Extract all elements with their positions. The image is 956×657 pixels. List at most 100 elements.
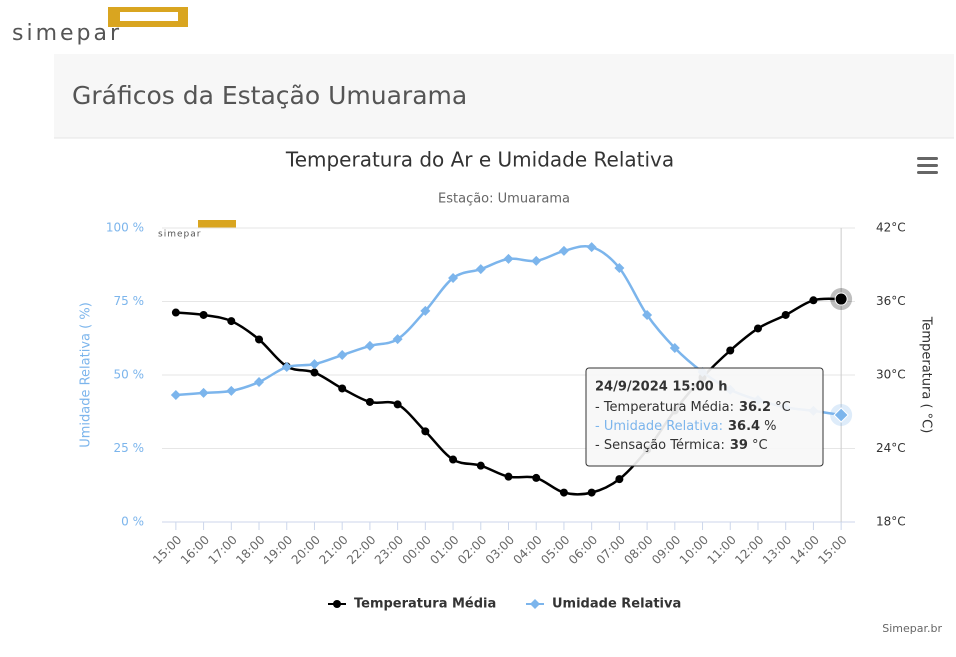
- tooltip: 24/9/2024 15:00 h - Temperatura Média: 36.…: [585, 367, 824, 467]
- page-header: Gráficos da Estação Umuarama: [72, 81, 467, 110]
- point: [254, 377, 265, 388]
- point: [393, 400, 402, 409]
- x-tick-label: 17:00: [206, 533, 240, 567]
- x-tick-label: 13:00: [760, 533, 794, 567]
- menu-icon[interactable]: [917, 157, 938, 174]
- point: [586, 242, 597, 253]
- y-axis-title: Umidade Relativa ( %): [79, 302, 94, 448]
- x-tick-label: 01:00: [427, 533, 461, 567]
- point: [781, 310, 790, 319]
- watermark-mark: [198, 220, 236, 228]
- x-tick-label: 20:00: [289, 533, 323, 567]
- point: [449, 455, 458, 464]
- y2-tick-label: 36°C: [876, 294, 906, 308]
- point: [504, 472, 513, 481]
- legend-label: Umidade Relativa: [552, 597, 681, 612]
- header-bar: [54, 54, 954, 138]
- tooltip-row: - Sensação Térmica: 39 °C: [595, 438, 768, 453]
- point: [475, 264, 486, 275]
- point: [809, 296, 818, 305]
- tooltip-unit: °C: [752, 438, 768, 453]
- point: [227, 317, 236, 326]
- tooltip-unit: °C: [775, 400, 791, 415]
- x-tick-label: 10:00: [677, 533, 711, 567]
- point: [337, 350, 348, 361]
- tooltip-title: 24/9/2024 15:00 h: [595, 380, 728, 395]
- y2-tick-label: 18°C: [876, 515, 906, 529]
- tooltip-box: [585, 367, 824, 467]
- tooltip-row: - Umidade Relativa: 36.4%: [595, 419, 776, 434]
- point: [199, 310, 208, 319]
- point: [226, 385, 237, 396]
- point: [559, 488, 568, 497]
- point: [448, 272, 459, 283]
- y-tick-label: 50 %: [114, 368, 145, 382]
- tooltip-label: - Umidade Relativa:: [595, 419, 723, 434]
- tooltip-row: - Temperatura Média: 36.2 °C: [595, 400, 791, 415]
- tooltip-label: - Temperatura Média:: [595, 400, 734, 415]
- logo-mark-inner: [120, 12, 178, 21]
- y2-tick-label: 24°C: [876, 441, 906, 455]
- x-tick-label: 05:00: [538, 533, 572, 567]
- x-tick-label: 19:00: [261, 533, 295, 567]
- point: [614, 262, 625, 273]
- point: [726, 346, 735, 355]
- point: [171, 308, 180, 317]
- tooltip-unit: %: [764, 419, 776, 434]
- tooltip-label: - Sensação Térmica:: [595, 438, 725, 453]
- x-tick-label: 18:00: [233, 533, 267, 567]
- y-tick-label: 25 %: [114, 441, 145, 455]
- point: [198, 387, 209, 398]
- x-tick-label: 02:00: [455, 533, 489, 567]
- y2-tick-label: 42°C: [876, 221, 906, 235]
- x-tick-label: 07:00: [594, 533, 628, 567]
- y2-tick-label: 30°C: [876, 368, 906, 382]
- x-tick-label: 00:00: [400, 533, 434, 567]
- y-tick-label: 0 %: [121, 515, 144, 529]
- point: [310, 368, 319, 377]
- x-tick-label: 06:00: [566, 533, 600, 567]
- chart-title: Temperatura do Ar e Umidade Relativa: [285, 148, 674, 172]
- point: [476, 461, 485, 470]
- tooltip-value: 36.4: [728, 419, 760, 434]
- point: [642, 310, 653, 321]
- x-tick-label: 15:00: [815, 533, 849, 567]
- point: [558, 245, 569, 256]
- x-tick-label: 08:00: [621, 533, 655, 567]
- tooltip-value: 39: [730, 438, 748, 453]
- y2-axis-title: Temperatura ( °C): [919, 316, 934, 434]
- x-tick-label: 11:00: [704, 533, 738, 567]
- x-tick-label: 12:00: [732, 533, 766, 567]
- point: [753, 324, 762, 333]
- point: [420, 305, 431, 316]
- point: [531, 255, 542, 266]
- point: [255, 335, 264, 344]
- x-tick-label: 16:00: [178, 533, 212, 567]
- x-tick-label: 23:00: [372, 533, 406, 567]
- point: [170, 389, 181, 400]
- legend-label: Temperatura Média: [354, 597, 496, 612]
- point: [364, 340, 375, 351]
- point: [669, 342, 680, 353]
- x-tick-label: 04:00: [510, 533, 544, 567]
- x-tick-label: 03:00: [483, 533, 517, 567]
- x-tick-label: 21:00: [316, 533, 350, 567]
- watermark: simepar: [158, 230, 201, 240]
- x-tick-label: 14:00: [788, 533, 822, 567]
- point: [421, 427, 430, 436]
- y-tick-label: 75 %: [114, 294, 145, 308]
- point: [833, 407, 849, 423]
- chart-subtitle: Estação: Umuarama: [438, 192, 570, 207]
- point: [281, 362, 292, 373]
- point: [834, 292, 848, 306]
- tooltip-value: 36.2: [739, 400, 771, 415]
- point: [503, 253, 514, 264]
- x-tick-label: 15:00: [150, 533, 184, 567]
- point: [587, 488, 596, 497]
- x-tick-label: 09:00: [649, 533, 683, 567]
- credit: Simepar.br: [882, 622, 942, 635]
- logo-text: simepar: [12, 21, 122, 46]
- point: [338, 384, 347, 393]
